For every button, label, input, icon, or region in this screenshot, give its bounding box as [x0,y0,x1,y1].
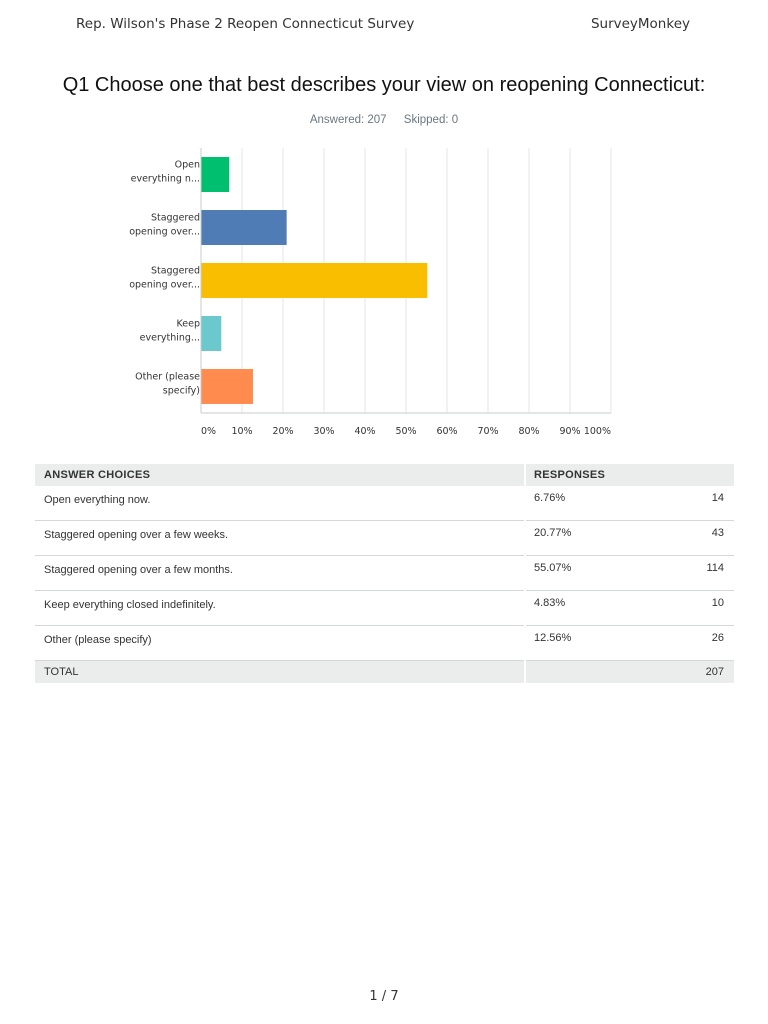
response-count: 43 [654,520,734,556]
response-percent: 55.07% [524,555,654,591]
table-header-row: ANSWER CHOICES RESPONSES [35,464,734,486]
answer-choice: Staggered opening over a few months. [35,555,525,591]
x-tick-label: 30% [313,426,334,437]
brand-name: SurveyMonkey [590,16,690,32]
x-tick-label: 100% [584,426,611,437]
category-label: Open [175,160,200,171]
response-stats: Answered: 207 Skipped: 0 [0,114,768,126]
response-percent: 20.77% [524,520,654,556]
response-percent: 12.56% [524,625,654,661]
total-count: 207 [654,660,734,683]
table-row: Other (please specify) 12.56% 26 [35,625,734,661]
page-header: Rep. Wilson's Phase 2 Reopen Connecticut… [0,16,768,36]
total-label: TOTAL [35,660,525,683]
answer-choice: Open everything now. [35,486,525,521]
table-row: Keep everything closed indefinitely. 4.8… [35,590,734,626]
total-percent-cell [524,660,654,683]
bar [201,316,222,351]
category-label: everything... [140,333,200,344]
answer-choice: Other (please specify) [35,625,525,661]
survey-title: Rep. Wilson's Phase 2 Reopen Connecticut… [76,16,415,32]
bar [201,369,253,404]
response-count: 14 [654,486,734,521]
category-label: Keep [177,319,200,330]
bar-chart: Open everything n... Staggered opening over… [129,148,612,437]
responses-header: RESPONSES [524,464,734,486]
category-label: everything n... [131,174,200,185]
answer-choice: Keep everything closed indefinitely. [35,590,525,626]
response-percent: 4.83% [524,590,654,626]
responses-table: ANSWER CHOICES RESPONSES Open everything… [35,464,734,683]
x-tick-label: 20% [272,426,293,437]
category-label: Staggered [151,213,200,224]
x-tick-label: 80% [518,426,539,437]
x-tick-label: 10% [231,426,252,437]
bar [201,263,428,298]
total-row: TOTAL 207 [35,660,734,683]
category-label: Other (please [135,372,200,383]
category-label: opening over... [129,280,200,291]
table-row: Open everything now. 6.76% 14 [35,486,734,521]
bar [201,157,230,192]
answered-count: Answered: 207 [309,114,387,126]
category-label: specify) [163,386,200,397]
answer-choices-header: ANSWER CHOICES [35,464,525,486]
page-indicator: 1 / 7 [369,989,399,1004]
response-count: 10 [654,590,734,626]
x-tick-label: 60% [436,426,457,437]
category-label: Staggered [151,266,200,277]
response-count: 26 [654,625,734,661]
response-count: 114 [654,555,734,591]
bar [201,210,287,245]
category-label: opening over... [129,227,200,238]
answer-choice: Staggered opening over a few weeks. [35,520,525,556]
skipped-count: Skipped: 0 [403,114,459,126]
x-tick-label: 90% [559,426,580,437]
x-tick-label: 50% [395,426,416,437]
response-percent: 6.76% [524,486,654,521]
x-tick-label: 70% [477,426,498,437]
x-tick-label: 40% [354,426,375,437]
x-tick-label: 0% [201,426,216,437]
question-title: Q1 Choose one that best describes your v… [62,74,706,96]
table-row: Staggered opening over a few months. 55.… [35,555,734,591]
table-row: Staggered opening over a few weeks. 20.7… [35,520,734,556]
